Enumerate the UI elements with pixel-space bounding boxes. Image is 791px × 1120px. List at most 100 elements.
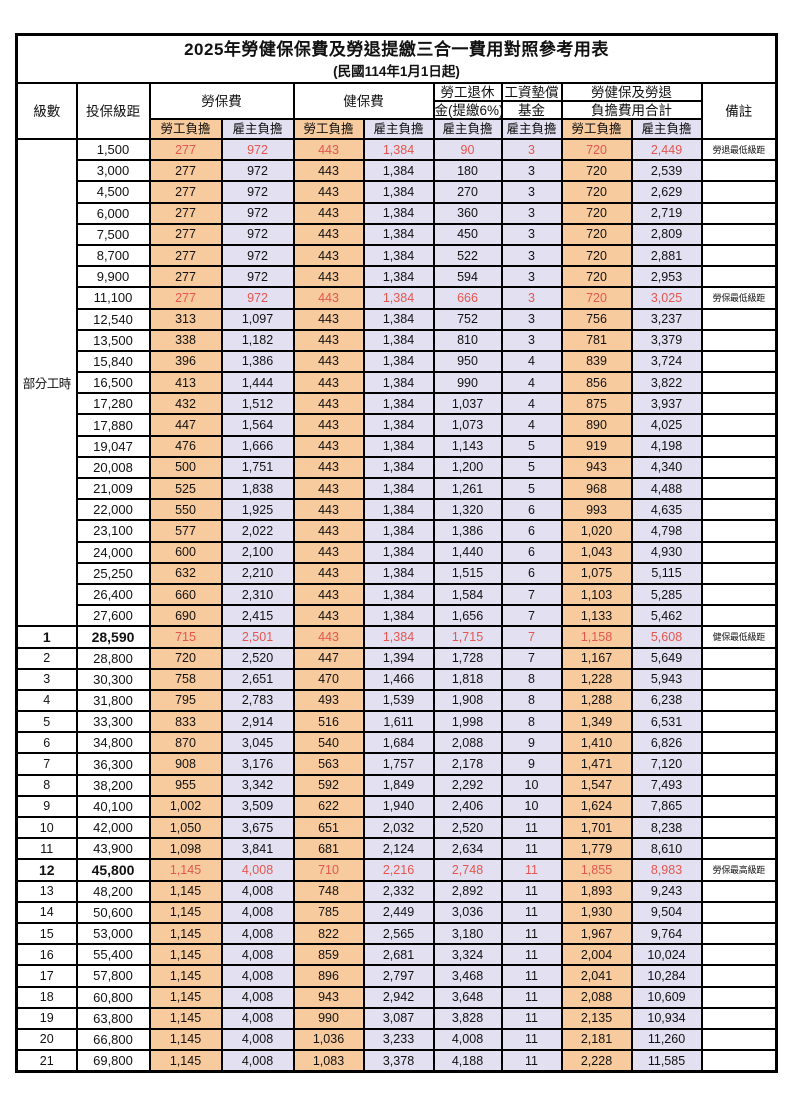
total-employee-cell: 1,930 — [560, 900, 633, 924]
total-employee-cell: 720 — [560, 243, 633, 268]
bracket-cell: 22,000 — [75, 498, 151, 522]
wage-fund-employer-cell: 11 — [500, 879, 563, 903]
health-insurance-employer-cell: 1,384 — [362, 286, 435, 310]
total-employer-cell: 4,340 — [630, 455, 703, 480]
labor-insurance-employee-cell: 870 — [148, 731, 223, 755]
total-employer-cell: 8,238 — [630, 815, 703, 840]
level-cell: 5 — [15, 710, 78, 734]
bracket-cell: 55,400 — [75, 943, 151, 967]
bracket-cell: 15,840 — [75, 349, 151, 374]
pension-employer-cell: 1,584 — [432, 582, 503, 607]
health-insurance-employer-cell: 1,757 — [362, 752, 435, 776]
table-row: 8 38,200 955 3,342 592 1,849 2,292 10 1,547 7,493 — [15, 773, 778, 797]
wage-fund-employer-cell: 5 — [500, 434, 563, 458]
health-insurance-employee-cell: 443 — [292, 519, 365, 543]
pension-employer-cell: 2,178 — [432, 752, 503, 776]
labor-insurance-employee-cell: 795 — [148, 688, 223, 713]
health-insurance-employer-cell: 1,384 — [362, 392, 435, 416]
total-employee-cell: 2,088 — [560, 985, 633, 1009]
bracket-cell: 33,300 — [75, 710, 151, 734]
labor-insurance-employer-cell: 2,210 — [220, 561, 295, 585]
wage-fund-employer-cell: 10 — [500, 773, 563, 797]
health-insurance-employee-cell: 748 — [292, 879, 365, 903]
table-row: 16 55,400 1,145 4,008 859 2,681 3,324 11 2,004 10… — [15, 943, 778, 967]
health-insurance-employee-cell: 443 — [292, 582, 365, 607]
wage-fund-employer-cell: 7 — [500, 604, 563, 628]
bracket-cell: 28,800 — [75, 646, 151, 670]
pension-employer-cell: 1,037 — [432, 392, 503, 416]
remark-cell — [700, 1027, 778, 1052]
health-insurance-employer-cell: 2,332 — [362, 879, 435, 903]
bracket-cell: 19,047 — [75, 434, 151, 458]
labor-insurance-employer-cell: 3,176 — [220, 752, 295, 776]
total-employee-cell: 1,779 — [560, 837, 633, 861]
remark-cell — [700, 604, 778, 628]
labor-insurance-employer-cell: 3,675 — [220, 815, 295, 840]
bracket-cell: 30,300 — [75, 667, 151, 691]
wage-fund-employer-cell: 3 — [500, 201, 563, 225]
pension-employer-cell: 2,406 — [432, 794, 503, 819]
table-row: 3,000 277 972 443 1,384 180 3 720 2,539 — [17, 159, 778, 183]
subheader-total-employer: 雇主負擔 — [630, 118, 703, 140]
labor-insurance-employee-cell: 1,145 — [148, 900, 223, 924]
total-employee-cell: 720 — [560, 222, 633, 246]
wage-fund-employer-cell: 7 — [500, 625, 563, 649]
bracket-cell: 26,400 — [75, 582, 151, 607]
remark-cell — [700, 498, 778, 522]
subheader-pension-employer: 雇主負擔 — [432, 118, 503, 140]
pension-employer-cell: 666 — [432, 286, 503, 310]
subheader-wage-fund-employer: 雇主負擔 — [500, 118, 563, 140]
remark-cell — [700, 540, 778, 564]
remark-cell — [700, 201, 778, 225]
total-employee-cell: 720 — [560, 180, 633, 204]
wage-fund-employer-cell: 8 — [500, 688, 563, 713]
remark-cell — [700, 243, 778, 268]
bracket-cell: 12,540 — [75, 307, 151, 331]
pension-employer-cell: 2,892 — [432, 879, 503, 903]
health-insurance-employer-cell: 1,384 — [362, 349, 435, 374]
table-row: 20 66,800 1,145 4,008 1,036 3,233 4,008 11 2,181… — [15, 1027, 778, 1052]
total-employee-cell: 1,228 — [560, 667, 633, 691]
total-employer-cell: 6,238 — [630, 688, 703, 713]
wage-fund-employer-cell: 5 — [500, 476, 563, 501]
level-cell: 7 — [15, 752, 78, 776]
labor-insurance-employee-cell: 338 — [148, 328, 223, 352]
wage-fund-employer-cell: 11 — [500, 900, 563, 924]
labor-insurance-employee-cell: 758 — [148, 667, 223, 691]
header-total-line1: 勞健保及勞退 — [560, 82, 703, 102]
total-employer-cell: 6,826 — [630, 731, 703, 755]
health-insurance-employer-cell: 3,087 — [362, 1006, 435, 1030]
header-wage-fund-line2: 基金 — [500, 100, 563, 120]
labor-insurance-employer-cell: 1,838 — [220, 476, 295, 501]
labor-insurance-employee-cell: 277 — [148, 222, 223, 246]
remark-cell — [700, 879, 778, 903]
labor-insurance-employee-cell: 1,145 — [148, 1049, 223, 1073]
labor-insurance-employee-cell: 660 — [148, 582, 223, 607]
table-row: 25,250 632 2,210 443 1,384 1,515 6 1,075 5,115 — [17, 561, 778, 585]
pension-employer-cell: 450 — [432, 222, 503, 246]
remark-cell — [700, 815, 778, 840]
remark-cell — [700, 307, 778, 331]
health-insurance-employee-cell: 1,036 — [292, 1027, 365, 1052]
table-row: 4 31,800 795 2,783 493 1,539 1,908 8 1,288 6,238 — [15, 688, 778, 713]
pension-employer-cell: 2,634 — [432, 837, 503, 861]
labor-insurance-employee-cell: 277 — [148, 159, 223, 183]
total-employer-cell: 2,449 — [630, 137, 703, 162]
health-insurance-employee-cell: 443 — [292, 561, 365, 585]
level-cell: 13 — [15, 879, 78, 903]
total-employee-cell: 1,020 — [560, 519, 633, 543]
health-insurance-employee-cell: 681 — [292, 837, 365, 861]
wage-fund-employer-cell: 11 — [500, 943, 563, 967]
bracket-cell: 25,250 — [75, 561, 151, 585]
pension-employer-cell: 2,292 — [432, 773, 503, 797]
remark-cell — [700, 582, 778, 607]
wage-fund-employer-cell: 4 — [500, 349, 563, 374]
table-row: 12,540 313 1,097 443 1,384 752 3 756 3,237 — [17, 307, 778, 331]
total-employee-cell: 943 — [560, 455, 633, 480]
labor-insurance-employee-cell: 1,145 — [148, 943, 223, 967]
labor-insurance-employer-cell: 4,008 — [220, 921, 295, 946]
health-insurance-employer-cell: 1,849 — [362, 773, 435, 797]
remark-cell — [700, 476, 778, 501]
total-employee-cell: 1,167 — [560, 646, 633, 670]
header-row-groups: 級數 投保級距 勞保費 健保費 勞工退休 工資墊償 勞健保及勞退 備註 — [15, 82, 778, 140]
